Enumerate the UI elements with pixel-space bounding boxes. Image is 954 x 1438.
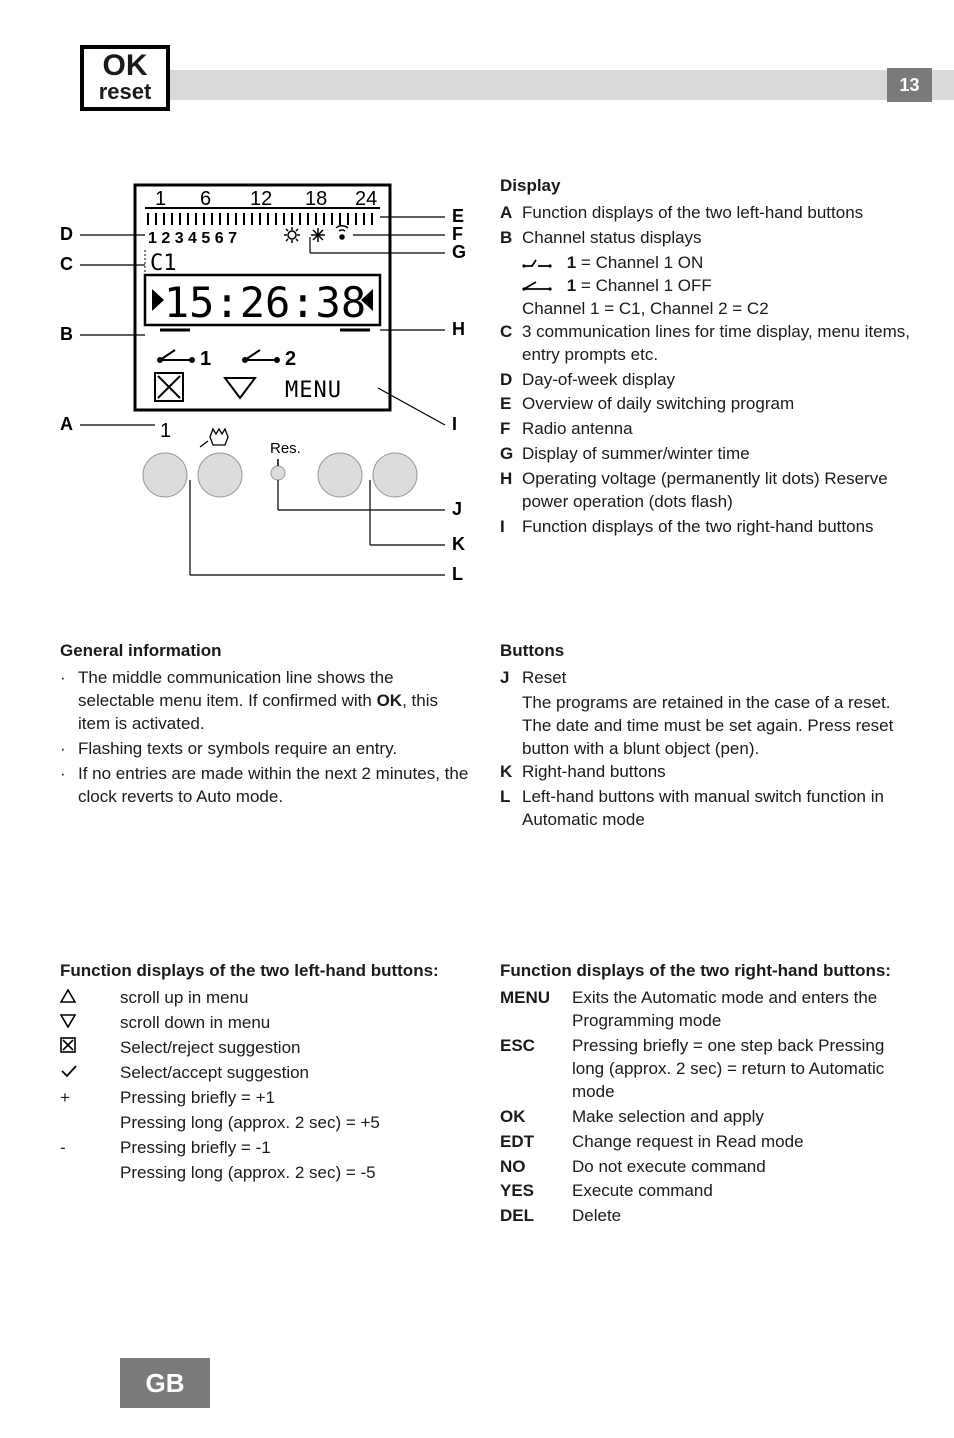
fn-left-desc: Select/reject suggestion <box>120 1037 470 1060</box>
fn-left-desc: scroll down in menu <box>120 1012 470 1035</box>
display-item-sub: 1 = Channel 1 OFF <box>500 275 910 298</box>
fn-left-section: Function displays of the two left-hand b… <box>60 960 470 1186</box>
svg-text:1 2 3 4 5 6 7: 1 2 3 4 5 6 7 <box>148 230 237 247</box>
svg-text:12: 12 <box>250 188 272 210</box>
buttons-item: Left-hand buttons with manual switch fun… <box>522 786 910 832</box>
language-tab: GB <box>120 1358 210 1408</box>
svg-text:K: K <box>452 534 465 554</box>
display-item: 3 communication lines for time display, … <box>522 321 910 367</box>
fn-right-sym: MENU <box>500 987 572 1033</box>
buttons-heading: Buttons <box>500 640 910 663</box>
fn-right-sym: YES <box>500 1180 572 1203</box>
svg-text:18: 18 <box>305 188 327 210</box>
buttons-section: Buttons JReset The programs are retained… <box>500 640 910 834</box>
fn-right-section: Function displays of the two right-hand … <box>500 960 910 1230</box>
page-number: 13 <box>887 68 932 102</box>
svg-text:1: 1 <box>155 188 166 210</box>
svg-text:1: 1 <box>200 348 211 370</box>
fn-right-sym: NO <box>500 1156 572 1179</box>
display-section: Display AFunction displays of the two le… <box>500 175 910 541</box>
display-heading: Display <box>500 175 910 198</box>
svg-text:G: G <box>452 242 466 262</box>
fn-left-desc: Select/accept suggestion <box>120 1062 470 1085</box>
general-item: If no entries are made within the next 2… <box>78 763 470 809</box>
fn-right-heading: Function displays of the two right-hand … <box>500 960 910 983</box>
general-item: Flashing texts or symbols require an ent… <box>78 738 470 761</box>
svg-text:MENU: MENU <box>285 378 342 403</box>
fn-right-desc: Do not execute command <box>572 1156 910 1179</box>
triangle-up-icon <box>60 987 120 1010</box>
display-item: Function displays of the two right-hand … <box>522 516 910 539</box>
fn-left-heading: Function displays of the two left-hand b… <box>60 960 470 983</box>
fn-left-desc: Pressing long (approx. 2 sec) = -5 <box>120 1162 470 1185</box>
display-item-sub: Channel 1 = C1, Channel 2 = C2 <box>500 298 910 321</box>
fn-left-desc: Pressing briefly = -1 <box>120 1137 470 1160</box>
buttons-item-body: The programs are retained in the case of… <box>500 692 910 761</box>
display-item: Day-of-week display <box>522 369 910 392</box>
svg-text:A: A <box>60 414 73 434</box>
minus-symbol: - <box>60 1137 120 1160</box>
svg-text:24: 24 <box>355 188 377 210</box>
display-item-sub: 1 = Channel 1 ON <box>500 252 910 275</box>
svg-text:1: 1 <box>160 420 171 442</box>
fn-left-desc: Pressing long (approx. 2 sec) = +5 <box>120 1112 470 1135</box>
fn-right-sym: DEL <box>500 1205 572 1228</box>
general-item: The middle communication line shows the … <box>78 667 470 736</box>
fn-left-desc: Pressing briefly = +1 <box>120 1087 470 1110</box>
header-bar <box>165 70 954 100</box>
general-heading: General information <box>60 640 470 663</box>
display-item: Channel status displays <box>522 227 910 250</box>
svg-text:D: D <box>60 224 73 244</box>
triangle-down-icon <box>60 1012 120 1035</box>
plus-symbol: + <box>60 1087 120 1110</box>
display-item: Display of summer/winter time <box>522 443 910 466</box>
svg-text:6: 6 <box>200 188 211 210</box>
fn-right-desc: Change request in Read mode <box>572 1131 910 1154</box>
svg-text:C: C <box>60 254 73 274</box>
buttons-item: Right-hand buttons <box>522 761 910 784</box>
check-icon <box>60 1062 120 1085</box>
ok-label: OK <box>88 51 162 81</box>
fn-right-desc: Pressing briefly = one step back Pressin… <box>572 1035 910 1104</box>
svg-text:E: E <box>452 206 464 226</box>
device-diagram: 1 6 12 18 24 1 2 3 4 5 6 7 <box>60 175 470 605</box>
svg-text:F: F <box>452 224 463 244</box>
svg-text:J: J <box>452 499 462 519</box>
fn-left-desc: scroll up in menu <box>120 987 470 1010</box>
general-info-section: General information ·The middle communic… <box>60 640 470 811</box>
fn-right-desc: Make selection and apply <box>572 1106 910 1129</box>
fn-right-desc: Execute command <box>572 1180 910 1203</box>
svg-text:15:26:38: 15:26:38 <box>164 278 366 327</box>
display-item: Radio antenna <box>522 418 910 441</box>
display-item: Overview of daily switching program <box>522 393 910 416</box>
fn-right-sym: EDT <box>500 1131 572 1154</box>
buttons-item: Reset <box>522 667 910 690</box>
svg-text:H: H <box>452 319 465 339</box>
reset-label: reset <box>88 81 162 103</box>
svg-text:L: L <box>452 564 463 584</box>
fn-right-sym: OK <box>500 1106 572 1129</box>
svg-text:2: 2 <box>285 348 296 370</box>
ok-reset-box: OK reset <box>80 45 170 111</box>
fn-right-desc: Exits the Automatic mode and enters the … <box>572 987 910 1033</box>
svg-text:Res.: Res. <box>270 440 301 457</box>
display-item: Operating voltage (permanently lit dots)… <box>522 468 910 514</box>
box-x-icon <box>60 1037 120 1060</box>
svg-text:C1: C1 <box>150 251 177 276</box>
fn-right-desc: Delete <box>572 1205 910 1228</box>
fn-right-sym: ESC <box>500 1035 572 1104</box>
svg-text:I: I <box>452 414 457 434</box>
svg-text:B: B <box>60 324 73 344</box>
display-item: Function displays of the two left-hand b… <box>522 202 910 225</box>
